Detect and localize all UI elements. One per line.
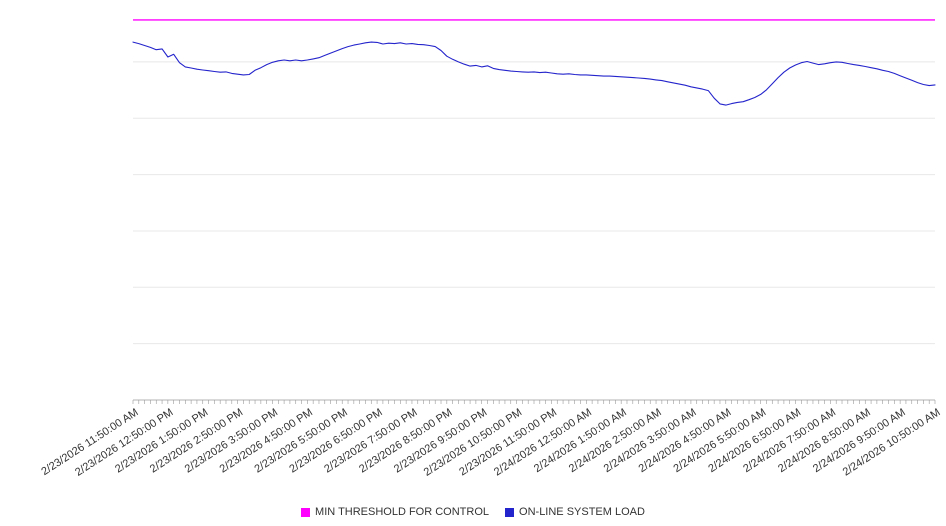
legend-swatch-icon <box>301 507 311 517</box>
legend-item: ON-LINE SYSTEM LOAD <box>505 506 645 518</box>
load-line-series <box>132 41 936 106</box>
legend-swatch-icon <box>505 507 515 517</box>
legend-label: MIN THRESHOLD FOR CONTROL <box>315 506 490 518</box>
chart-legend: MIN THRESHOLD FOR CONTROL ON-LINE SYSTEM … <box>0 506 946 518</box>
system-load-chart: 2/23/2026 11:50:00 AM2/23/2026 12:50:00 … <box>39 19 943 479</box>
legend-label: ON-LINE SYSTEM LOAD <box>519 506 645 518</box>
legend-item: MIN THRESHOLD FOR CONTROL <box>301 506 489 518</box>
